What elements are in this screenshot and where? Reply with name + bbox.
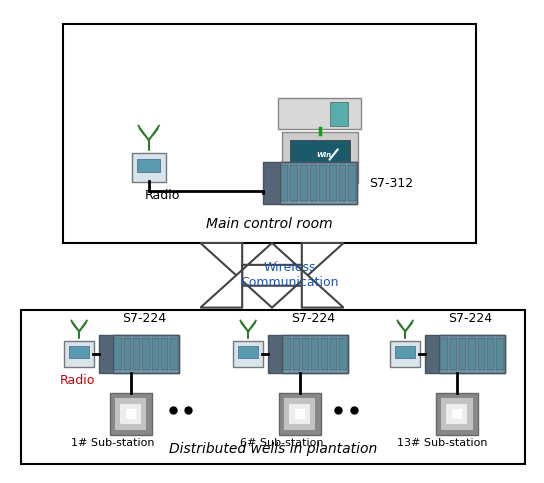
Bar	[282, 336, 348, 373]
Text: Main control room: Main control room	[206, 217, 333, 231]
Bar	[468, 339, 475, 370]
Bar	[63, 24, 476, 243]
Bar	[279, 393, 321, 435]
Bar	[487, 339, 494, 370]
Bar	[161, 339, 168, 370]
FancyBboxPatch shape	[390, 341, 420, 367]
Bar	[496, 339, 504, 370]
Bar	[263, 162, 280, 204]
Bar	[436, 393, 478, 435]
Bar	[452, 409, 462, 419]
Bar	[281, 166, 288, 201]
Bar	[441, 398, 473, 430]
Bar	[99, 336, 178, 373]
Bar	[290, 140, 350, 175]
Text: 6# Sub-station: 6# Sub-station	[240, 438, 324, 448]
Bar	[330, 102, 348, 126]
Bar	[126, 409, 136, 419]
Text: 1# Sub-station: 1# Sub-station	[71, 438, 154, 448]
Bar	[289, 404, 310, 425]
Bar	[283, 339, 290, 370]
FancyBboxPatch shape	[137, 159, 160, 172]
Bar	[329, 166, 337, 201]
Text: Radio: Radio	[145, 189, 180, 202]
Bar	[115, 398, 146, 430]
Bar	[300, 166, 307, 201]
Bar	[425, 336, 505, 373]
Bar	[295, 409, 305, 419]
Bar	[348, 166, 356, 201]
Bar	[290, 166, 298, 201]
Bar	[113, 336, 178, 373]
Text: Wireless
Communication: Wireless Communication	[240, 261, 339, 289]
Bar	[268, 336, 348, 373]
Bar	[319, 166, 327, 201]
Bar	[123, 339, 131, 370]
Bar	[338, 166, 347, 201]
Bar	[311, 339, 319, 370]
Bar	[268, 336, 282, 373]
Text: S7-224: S7-224	[122, 312, 166, 325]
Bar	[339, 339, 347, 370]
Text: S7-224: S7-224	[290, 312, 335, 325]
FancyBboxPatch shape	[395, 346, 416, 358]
Bar	[447, 404, 467, 425]
Bar	[114, 339, 122, 370]
Bar	[263, 162, 357, 204]
FancyBboxPatch shape	[64, 341, 94, 367]
FancyBboxPatch shape	[279, 99, 361, 129]
FancyBboxPatch shape	[282, 132, 357, 184]
Bar	[478, 339, 485, 370]
Bar	[330, 339, 337, 370]
Polygon shape	[200, 243, 344, 308]
Bar	[143, 339, 150, 370]
Bar	[450, 339, 457, 370]
Bar	[293, 339, 300, 370]
FancyBboxPatch shape	[233, 341, 263, 367]
Text: S7-224: S7-224	[448, 312, 492, 325]
Bar	[110, 393, 152, 435]
Bar	[459, 339, 466, 370]
Text: Radio: Radio	[59, 374, 95, 387]
Bar	[280, 162, 357, 204]
Bar	[440, 336, 505, 373]
Polygon shape	[200, 243, 344, 308]
Bar	[425, 336, 440, 373]
FancyBboxPatch shape	[132, 153, 165, 183]
Bar	[302, 339, 310, 370]
Bar	[21, 310, 524, 464]
Bar	[99, 336, 113, 373]
Text: Distributed wells in plantation: Distributed wells in plantation	[169, 442, 377, 456]
Bar	[152, 339, 159, 370]
Text: Win: Win	[316, 153, 331, 158]
Bar	[310, 166, 317, 201]
Bar	[441, 339, 448, 370]
Bar	[133, 339, 140, 370]
FancyBboxPatch shape	[238, 346, 258, 358]
Text: S7-312: S7-312	[369, 177, 413, 190]
Bar	[120, 404, 141, 425]
Bar	[320, 339, 328, 370]
FancyBboxPatch shape	[69, 346, 89, 358]
Bar	[170, 339, 177, 370]
Text: 13# Sub-station: 13# Sub-station	[397, 438, 488, 448]
Bar	[284, 398, 316, 430]
